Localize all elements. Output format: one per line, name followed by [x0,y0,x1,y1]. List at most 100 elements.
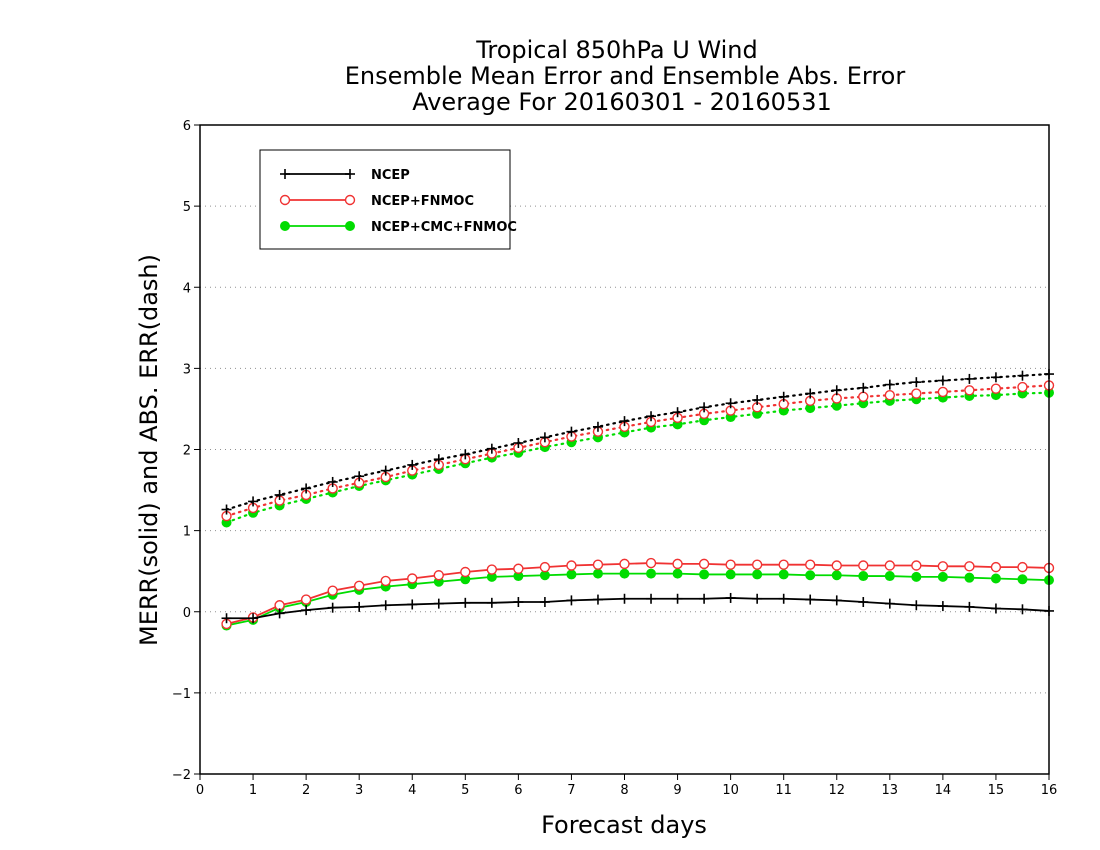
merr-point [539,561,551,573]
abs-err-point [699,402,710,413]
series-ncep [221,369,1054,624]
merr-point [592,568,603,579]
abs-err-point [248,496,259,507]
merr-line-ncep [226,597,1050,620]
x-tick-label: 3 [355,783,363,798]
abs-err-point [884,389,896,401]
merr-point [858,571,869,582]
y-tick-label: 0 [183,606,191,621]
merr-point [301,605,312,616]
abs-err-point [221,504,232,515]
merr-point [1017,561,1028,573]
abs-err-point [407,459,418,470]
legend-marker [280,169,290,179]
legend-label: NCEP+FNMOC [371,194,474,209]
x-tick-label: 6 [514,783,522,798]
merr-point [592,559,604,570]
merr-point [380,575,391,587]
merr-point [486,597,497,608]
merr-point [831,595,842,606]
x-tick-label: 13 [882,783,899,798]
merr-line-ncep-fnmoc [226,562,1050,625]
merr-point [805,570,816,581]
merr-point [964,601,975,612]
abs-err-point [964,373,975,384]
merr-point [619,568,630,579]
merr-point [274,608,285,619]
merr-point [300,594,312,605]
abs-err-point [778,391,789,402]
merr-point [460,597,471,608]
gridlines [200,205,1049,694]
merr-point [1017,604,1028,615]
merr-point [513,597,524,608]
merr-point [805,594,816,605]
merr-point [699,593,710,604]
y-axis-title: MERR(solid) and ABS. ERR(dash) [135,254,163,646]
x-axis-title: Forecast days [541,811,707,839]
abs-err-point [513,438,524,449]
x-tick-label: 11 [775,783,792,798]
abs-err-point [380,465,391,476]
merr-point [672,593,683,604]
merr-point [831,570,842,581]
abs-err-point [301,483,312,494]
abs-err-point [354,471,365,482]
y-tick-label: −1 [172,687,191,702]
x-tick-label: 7 [567,783,575,798]
abs-err-point [858,391,869,402]
y-tick-label: 6 [183,119,191,134]
legend-items: NCEP NCEP+FNMOC NCEP+CMC+FNMOC [279,168,517,235]
abs-err-point [592,421,603,432]
merr-point [884,560,896,571]
chart-title-line-1: Tropical 850hPa U Wind [475,36,758,64]
merr-point [486,564,498,575]
merr-point [725,592,736,603]
abs-err-point [725,398,736,409]
abs-err-point [539,432,550,443]
merr-point [592,594,603,605]
abs-err-point [619,416,630,427]
legend-label: NCEP [371,168,410,183]
merr-point [751,559,763,570]
abs-err-line-ncep-fnmoc [225,384,1051,518]
y-tick-label: 5 [183,200,191,215]
abs-err-point [805,388,816,399]
legend-marker [280,221,290,231]
merr-point [990,561,1002,573]
merr-point [566,560,577,571]
merr-point [646,568,657,579]
merr-point [725,559,736,570]
abs-err-point [1017,370,1028,381]
y-tick-label: 4 [183,281,191,296]
merr-point [937,561,949,572]
legend-entry: NCEP [280,168,410,183]
merr-point [221,613,232,624]
abs-err-point [672,407,683,418]
x-tick-label: 15 [988,783,1005,798]
chart-title-line-3: Average For 20160301 - 20160531 [412,88,832,116]
merr-point [858,560,869,571]
legend-marker [345,169,355,179]
merr-point [805,559,816,570]
abs-err-point [327,476,338,487]
y-tick-label: −2 [172,768,191,783]
merr-point [964,572,975,583]
x-tick-label: 5 [461,783,469,798]
abs-err-point [1017,381,1028,393]
x-tick-label: 2 [302,783,310,798]
legend: NCEP NCEP+FNMOC NCEP+CMC+FNMOC [259,149,517,250]
merr-point [911,600,922,611]
merr-point [619,593,630,604]
x-tick-label: 0 [196,783,204,798]
series-layer [221,369,1055,631]
abs-err-line-ncep [225,372,1051,511]
merr-point [566,595,577,606]
merr-point [964,561,975,572]
merr-point [911,571,922,582]
merr-point [566,569,577,580]
merr-point [645,557,657,569]
merr-point [778,593,789,604]
merr-point [433,598,444,609]
